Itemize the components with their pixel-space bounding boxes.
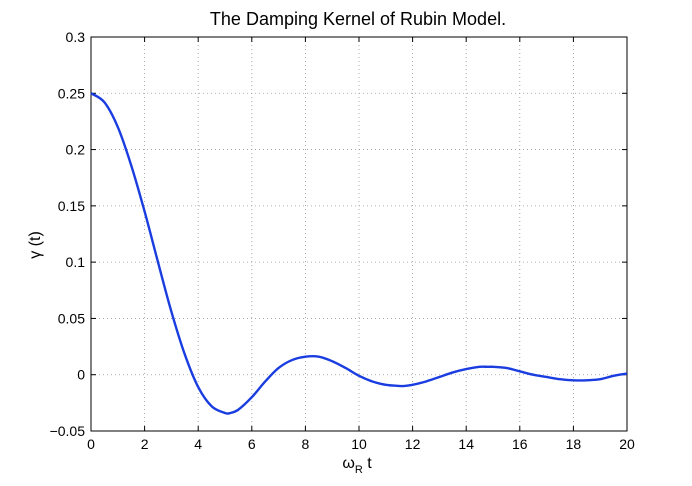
x-tick-label: 2 xyxy=(141,436,149,452)
x-tick-label: 10 xyxy=(351,436,367,452)
y-tick-label: −0.05 xyxy=(50,423,86,439)
x-tick-label: 14 xyxy=(458,436,474,452)
x-tick-label: 20 xyxy=(619,436,635,452)
axis-ticks xyxy=(90,36,628,432)
x-tick-label: 12 xyxy=(405,436,421,452)
x-tick-label: 8 xyxy=(302,436,310,452)
x-axis-label-suffix: t xyxy=(363,455,372,472)
y-tick-label: 0.2 xyxy=(66,142,86,158)
y-tick-label: 0.3 xyxy=(66,29,86,45)
x-tick-label: 6 xyxy=(248,436,256,452)
x-axis-label-symbol: ω xyxy=(342,455,355,472)
y-tick-label: 0.05 xyxy=(58,310,85,326)
grid-lines xyxy=(91,37,627,431)
y-axis-label: γ (t) xyxy=(27,231,44,259)
chart-title: The Damping Kernel of Rubin Model. xyxy=(210,9,506,29)
x-tick-label: 18 xyxy=(566,436,582,452)
x-tick-label: 4 xyxy=(194,436,202,452)
x-axis-label: ωR t xyxy=(342,455,372,476)
x-tick-labels: 0 2 4 6 8 10 12 14 16 18 20 xyxy=(87,436,635,452)
y-tick-label: 0.15 xyxy=(58,198,85,214)
y-tick-label: 0 xyxy=(77,367,85,383)
x-axis-label-subscript: R xyxy=(355,464,363,476)
x-tick-label: 0 xyxy=(87,436,95,452)
series-layer xyxy=(90,92,628,415)
y-tick-labels: −0.05 0 0.05 0.1 0.15 0.2 0.25 0.3 xyxy=(50,29,86,439)
y-tick-label: 0.1 xyxy=(66,254,86,270)
y-tick-label: 0.25 xyxy=(58,85,85,101)
x-tick-label: 16 xyxy=(512,436,528,452)
damping-kernel-series-line xyxy=(90,92,628,415)
